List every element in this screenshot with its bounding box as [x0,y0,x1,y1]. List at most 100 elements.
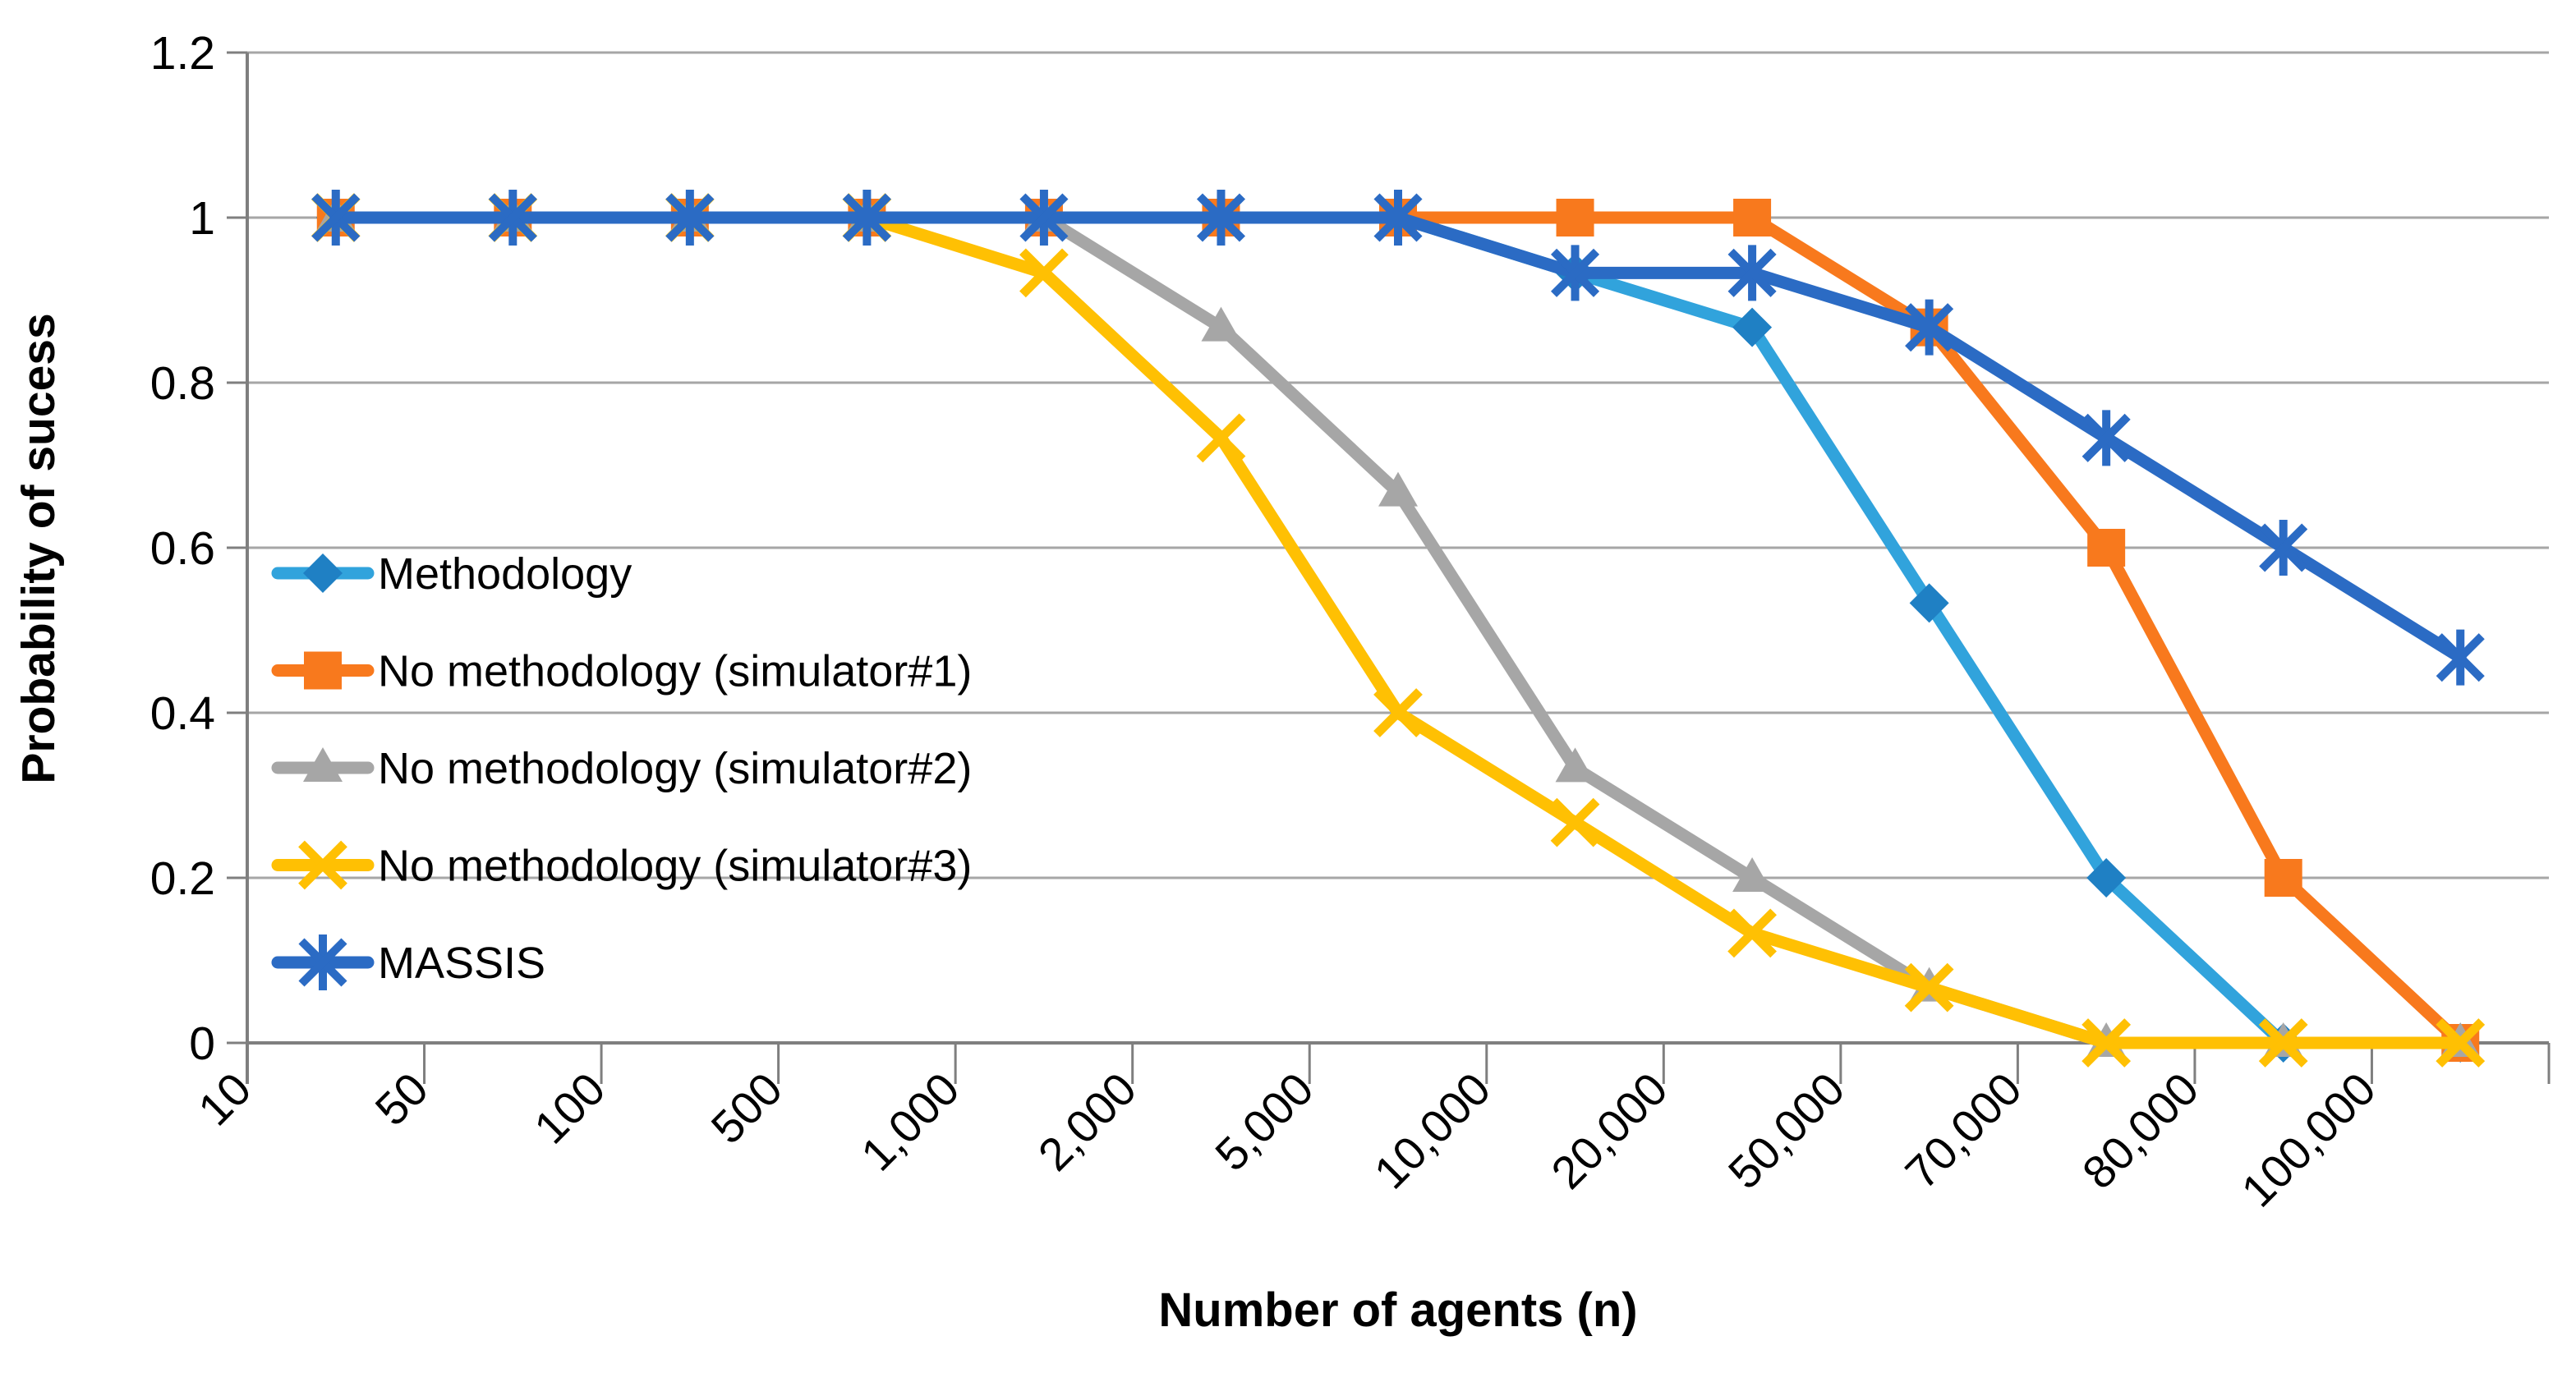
y-tick-label: 0.6 [150,522,215,575]
triangle-marker-icon [1378,471,1418,507]
legend-item-no-methodology-simulator-3: No methodology (simulator#3) [271,840,972,891]
marker-no-methodology-simulator-3 [2436,1018,2486,1068]
marker-no-methodology-simulator-2 [1732,857,1773,892]
asterisk-marker-icon [1373,193,1423,242]
marker-methodology [2086,858,2127,898]
marker-no-methodology-simulator-3 [1019,248,1069,298]
x-tick-label: 80,000 [2072,1063,2209,1199]
marker-massis [1727,245,1777,301]
y-tick-label: 0.8 [150,357,215,410]
x-tick-label: 10 [188,1063,261,1136]
legend-item-massis: MASSIS [271,934,545,990]
x-tick-label: 70,000 [1895,1063,2031,1199]
x-tick-label: 2,000 [1028,1063,1147,1181]
asterisk-marker-icon [311,193,361,242]
marker-massis [2436,629,2485,686]
x-tick-label: 1,000 [851,1063,969,1181]
x-tick-label: 50,000 [1718,1063,1855,1199]
square-marker-icon [2087,529,2126,567]
x-tick-label: 50 [365,1063,438,1136]
x-marker-icon [1550,797,1600,847]
marker-methodology [1909,583,1949,623]
series-massis [311,190,2485,686]
marker-no-methodology-simulator-1 [1556,199,1594,236]
marker-no-methodology-simulator-2 [1201,306,1241,342]
asterisk-marker-icon [1551,248,1600,297]
marker-no-methodology-simulator-1 [2087,529,2126,567]
triangle-marker-icon [1555,747,1595,783]
marker-no-methodology-simulator-1 [1733,199,1772,236]
asterisk-marker-icon [1019,193,1069,242]
marker-no-methodology-simulator-3 [1550,797,1600,847]
diamond-marker-icon [2086,858,2127,898]
square-marker-icon [2264,859,2302,897]
y-tick-label: 0.2 [150,852,215,905]
marker-no-methodology-simulator-3 [1904,962,1954,1013]
legend-marker [298,934,347,990]
legend-label: MASSIS [378,939,545,988]
marker-no-methodology-simulator-3 [1727,908,1777,958]
y-tick-label: 1 [189,192,215,245]
marker-no-methodology-simulator-3 [2082,1018,2132,1068]
asterisk-marker-icon [2082,413,2131,462]
marker-massis [1905,299,1954,356]
square-marker-icon [1733,199,1772,236]
asterisk-marker-icon [665,193,715,242]
x-tick-label: 5,000 [1205,1063,1323,1181]
diamond-marker-icon [1732,307,1773,347]
legend-item-no-methodology-simulator-1: No methodology (simulator#1) [271,647,972,696]
y-tick-label: 0.4 [150,687,215,740]
x-axis-title: Number of agents (n) [1158,1283,1638,1337]
y-tick-label: 0 [189,1017,215,1070]
marker-massis [1551,245,1600,301]
legend-item-no-methodology-simulator-2: No methodology (simulator#2) [271,744,972,793]
square-marker-icon [1556,199,1594,236]
series-no-methodology-simulator-1 [316,199,2480,1062]
x-marker-icon [1904,962,1954,1013]
marker-massis [488,190,537,246]
x-tick-labels: 10 50 100 500 1,000 2,000 5,000 10,000 20,000 50,… [188,1063,2385,1217]
x-marker-icon [1373,688,1423,737]
marker-massis [1019,190,1069,246]
marker-no-methodology-simulator-3 [1196,413,1246,463]
legend-label: No methodology (simulator#1) [378,647,972,696]
asterisk-marker-icon [1727,248,1777,297]
x-marker-icon [298,840,347,890]
legend-marker [304,651,342,690]
marker-massis [311,190,361,246]
marker-no-methodology-simulator-3 [2258,1018,2308,1068]
square-marker-icon [304,651,342,690]
legend-marker [303,747,343,782]
marker-no-methodology-simulator-2 [1555,747,1595,783]
x-marker-icon [1727,908,1777,958]
marker-massis [842,190,891,246]
x-marker-icon [2258,1018,2308,1068]
asterisk-marker-icon [298,938,347,987]
marker-massis [665,190,715,246]
legend-label: No methodology (simulator#3) [378,842,972,891]
x-tick-label: 100,000 [2231,1063,2385,1217]
x-marker-icon [1019,248,1069,298]
marker-no-methodology-simulator-1 [2264,859,2302,897]
series-line-massis [329,211,2467,664]
x-tick-label: 20,000 [1541,1063,1677,1199]
marker-massis [1196,190,1245,246]
legend-label: Methodology [378,549,632,599]
legend-label: No methodology (simulator#2) [378,744,972,793]
y-axis-title: Probability of sucess [12,313,65,784]
asterisk-marker-icon [1905,303,1954,352]
x-marker-icon [1196,413,1246,463]
marker-massis [2259,520,2308,576]
legend-marker [303,553,343,593]
marker-methodology [1732,307,1773,347]
series-line-methodology [329,211,2467,1049]
triangle-marker-icon [303,747,343,782]
legend-item-methodology: Methodology [271,549,632,599]
asterisk-marker-icon [1196,193,1245,242]
gridlines: 0 0.2 0.4 0.6 0.8 1 1.2 [150,27,2549,1070]
marker-massis [1373,190,1423,246]
x-marker-icon [2436,1018,2486,1068]
asterisk-marker-icon [488,193,537,242]
